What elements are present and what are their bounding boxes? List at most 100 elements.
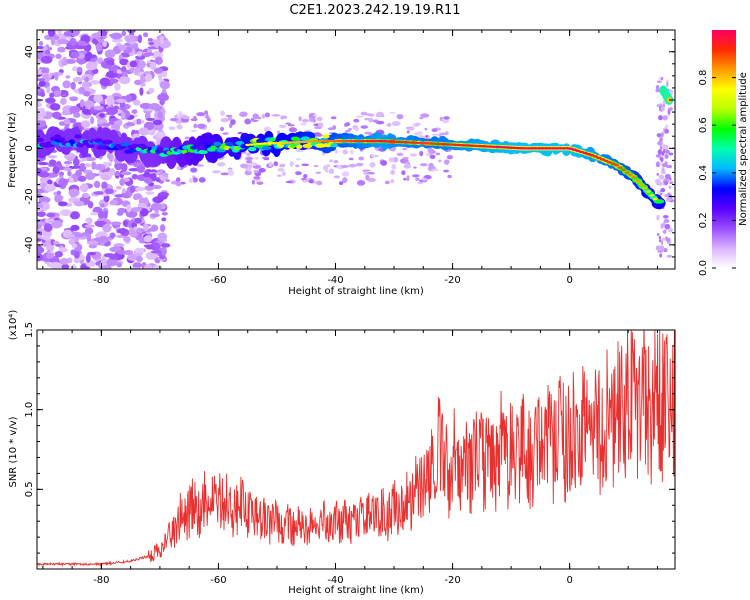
- spectral-blob: [384, 180, 390, 185]
- spectral-blob: [176, 124, 183, 130]
- spectral-blob: [137, 202, 147, 208]
- spectral-blob: [193, 115, 197, 122]
- spectral-blob: [340, 139, 345, 143]
- spectral-blob: [127, 253, 138, 262]
- spectral-blob: [157, 111, 163, 119]
- spectral-blob: [101, 145, 108, 150]
- spectral-blob: [125, 122, 136, 127]
- spectral-blob: [322, 134, 330, 139]
- spectral-blob: [134, 217, 142, 224]
- spectral-blob: [663, 247, 668, 253]
- spectral-blob: [38, 228, 46, 232]
- spectral-blob: [664, 153, 669, 160]
- spectral-blob: [110, 32, 123, 40]
- spectral-blob: [667, 241, 672, 244]
- spectral-blob: [138, 60, 146, 69]
- spectral-blob: [52, 240, 60, 245]
- spectral-blob: [668, 227, 673, 233]
- spectral-blob: [72, 76, 83, 83]
- spectral-blob: [127, 30, 136, 34]
- spectral-blob: [368, 117, 374, 123]
- spectral-blob: [303, 173, 308, 179]
- spectral-blob: [283, 141, 289, 144]
- spectral-blob: [354, 126, 360, 132]
- spectral-blob: [159, 35, 165, 45]
- spectral-blob: [380, 160, 388, 166]
- spectral-blob: [204, 110, 209, 115]
- snr-x-label: Height of straight line (km): [288, 585, 424, 596]
- spectral-blob: [430, 168, 440, 172]
- spectrogram-frame: [36, 29, 676, 270]
- spectral-blob: [319, 139, 324, 143]
- spectral-blob: [109, 232, 116, 238]
- spectral-blob: [543, 147, 549, 150]
- spectral-blob: [140, 83, 146, 87]
- spectral-blob: [121, 30, 127, 37]
- spectral-blob: [184, 136, 191, 140]
- spectral-blob: [415, 122, 421, 126]
- spectral-blob: [65, 164, 70, 168]
- spectral-blob: [175, 177, 181, 183]
- spectral-blob: [55, 53, 62, 60]
- spectral-blob: [660, 223, 664, 230]
- spectral-blob: [161, 217, 167, 222]
- spectral-blob: [69, 211, 80, 220]
- spectral-blob: [196, 123, 206, 129]
- spectral-blob: [431, 128, 438, 133]
- spectral-blob: [665, 237, 671, 243]
- spectral-blob: [48, 72, 53, 79]
- spectral-blob: [256, 138, 265, 144]
- spectral-blob: [220, 110, 225, 116]
- spectral-blob: [439, 132, 448, 136]
- spectral-blob: [98, 242, 105, 246]
- spectral-blob: [540, 147, 546, 150]
- spectral-blob: [43, 223, 53, 232]
- spectral-blob: [361, 139, 367, 143]
- spectral-blob: [84, 52, 92, 62]
- spectral-blob: [666, 254, 673, 258]
- spectral-blob: [289, 160, 294, 167]
- spectral-blob: [59, 97, 67, 105]
- spectral-blob: [68, 188, 80, 197]
- x-tick-label: -40: [327, 275, 343, 286]
- spectral-blob: [664, 149, 670, 154]
- spectral-blob: [77, 175, 87, 182]
- spectral-blob: [48, 218, 55, 222]
- spectral-blob: [658, 114, 663, 121]
- spectral-blob: [367, 177, 377, 183]
- x-tick-label: -80: [93, 275, 109, 286]
- spectral-blob: [84, 156, 96, 162]
- spectral-blob: [657, 140, 663, 146]
- spectral-blob: [578, 150, 584, 154]
- spectral-blob: [665, 164, 670, 167]
- spectral-blob: [230, 119, 236, 126]
- spectral-blob: [41, 67, 48, 74]
- spectral-blob: [419, 150, 424, 157]
- spectral-blob: [106, 95, 115, 104]
- spectral-blob: [280, 115, 288, 120]
- spectral-blob: [54, 194, 63, 203]
- spectral-blob: [47, 30, 56, 37]
- spectral-blob: [421, 177, 427, 181]
- spectral-blob: [661, 144, 667, 150]
- spectral-blob: [93, 163, 106, 171]
- spectral-blob: [61, 263, 70, 269]
- spectral-blob: [333, 175, 340, 179]
- spectral-blob: [246, 152, 252, 157]
- spectral-blob: [131, 109, 138, 114]
- spectral-blob: [161, 243, 171, 248]
- spectral-blob: [652, 197, 658, 201]
- spectral-blob: [522, 147, 528, 150]
- spectral-blob: [48, 159, 57, 167]
- spectral-blob: [139, 208, 149, 217]
- spectral-blob: [37, 78, 46, 82]
- spectral-blob: [402, 177, 407, 181]
- x-tick-label: 0: [566, 575, 572, 586]
- spectral-blob: [660, 240, 664, 246]
- spectral-blob: [363, 170, 367, 176]
- spectral-blob: [253, 169, 259, 174]
- spectral-blob: [190, 129, 198, 132]
- spectral-blob: [162, 88, 167, 94]
- spectral-blob: [244, 170, 252, 176]
- spectral-blob: [406, 130, 410, 134]
